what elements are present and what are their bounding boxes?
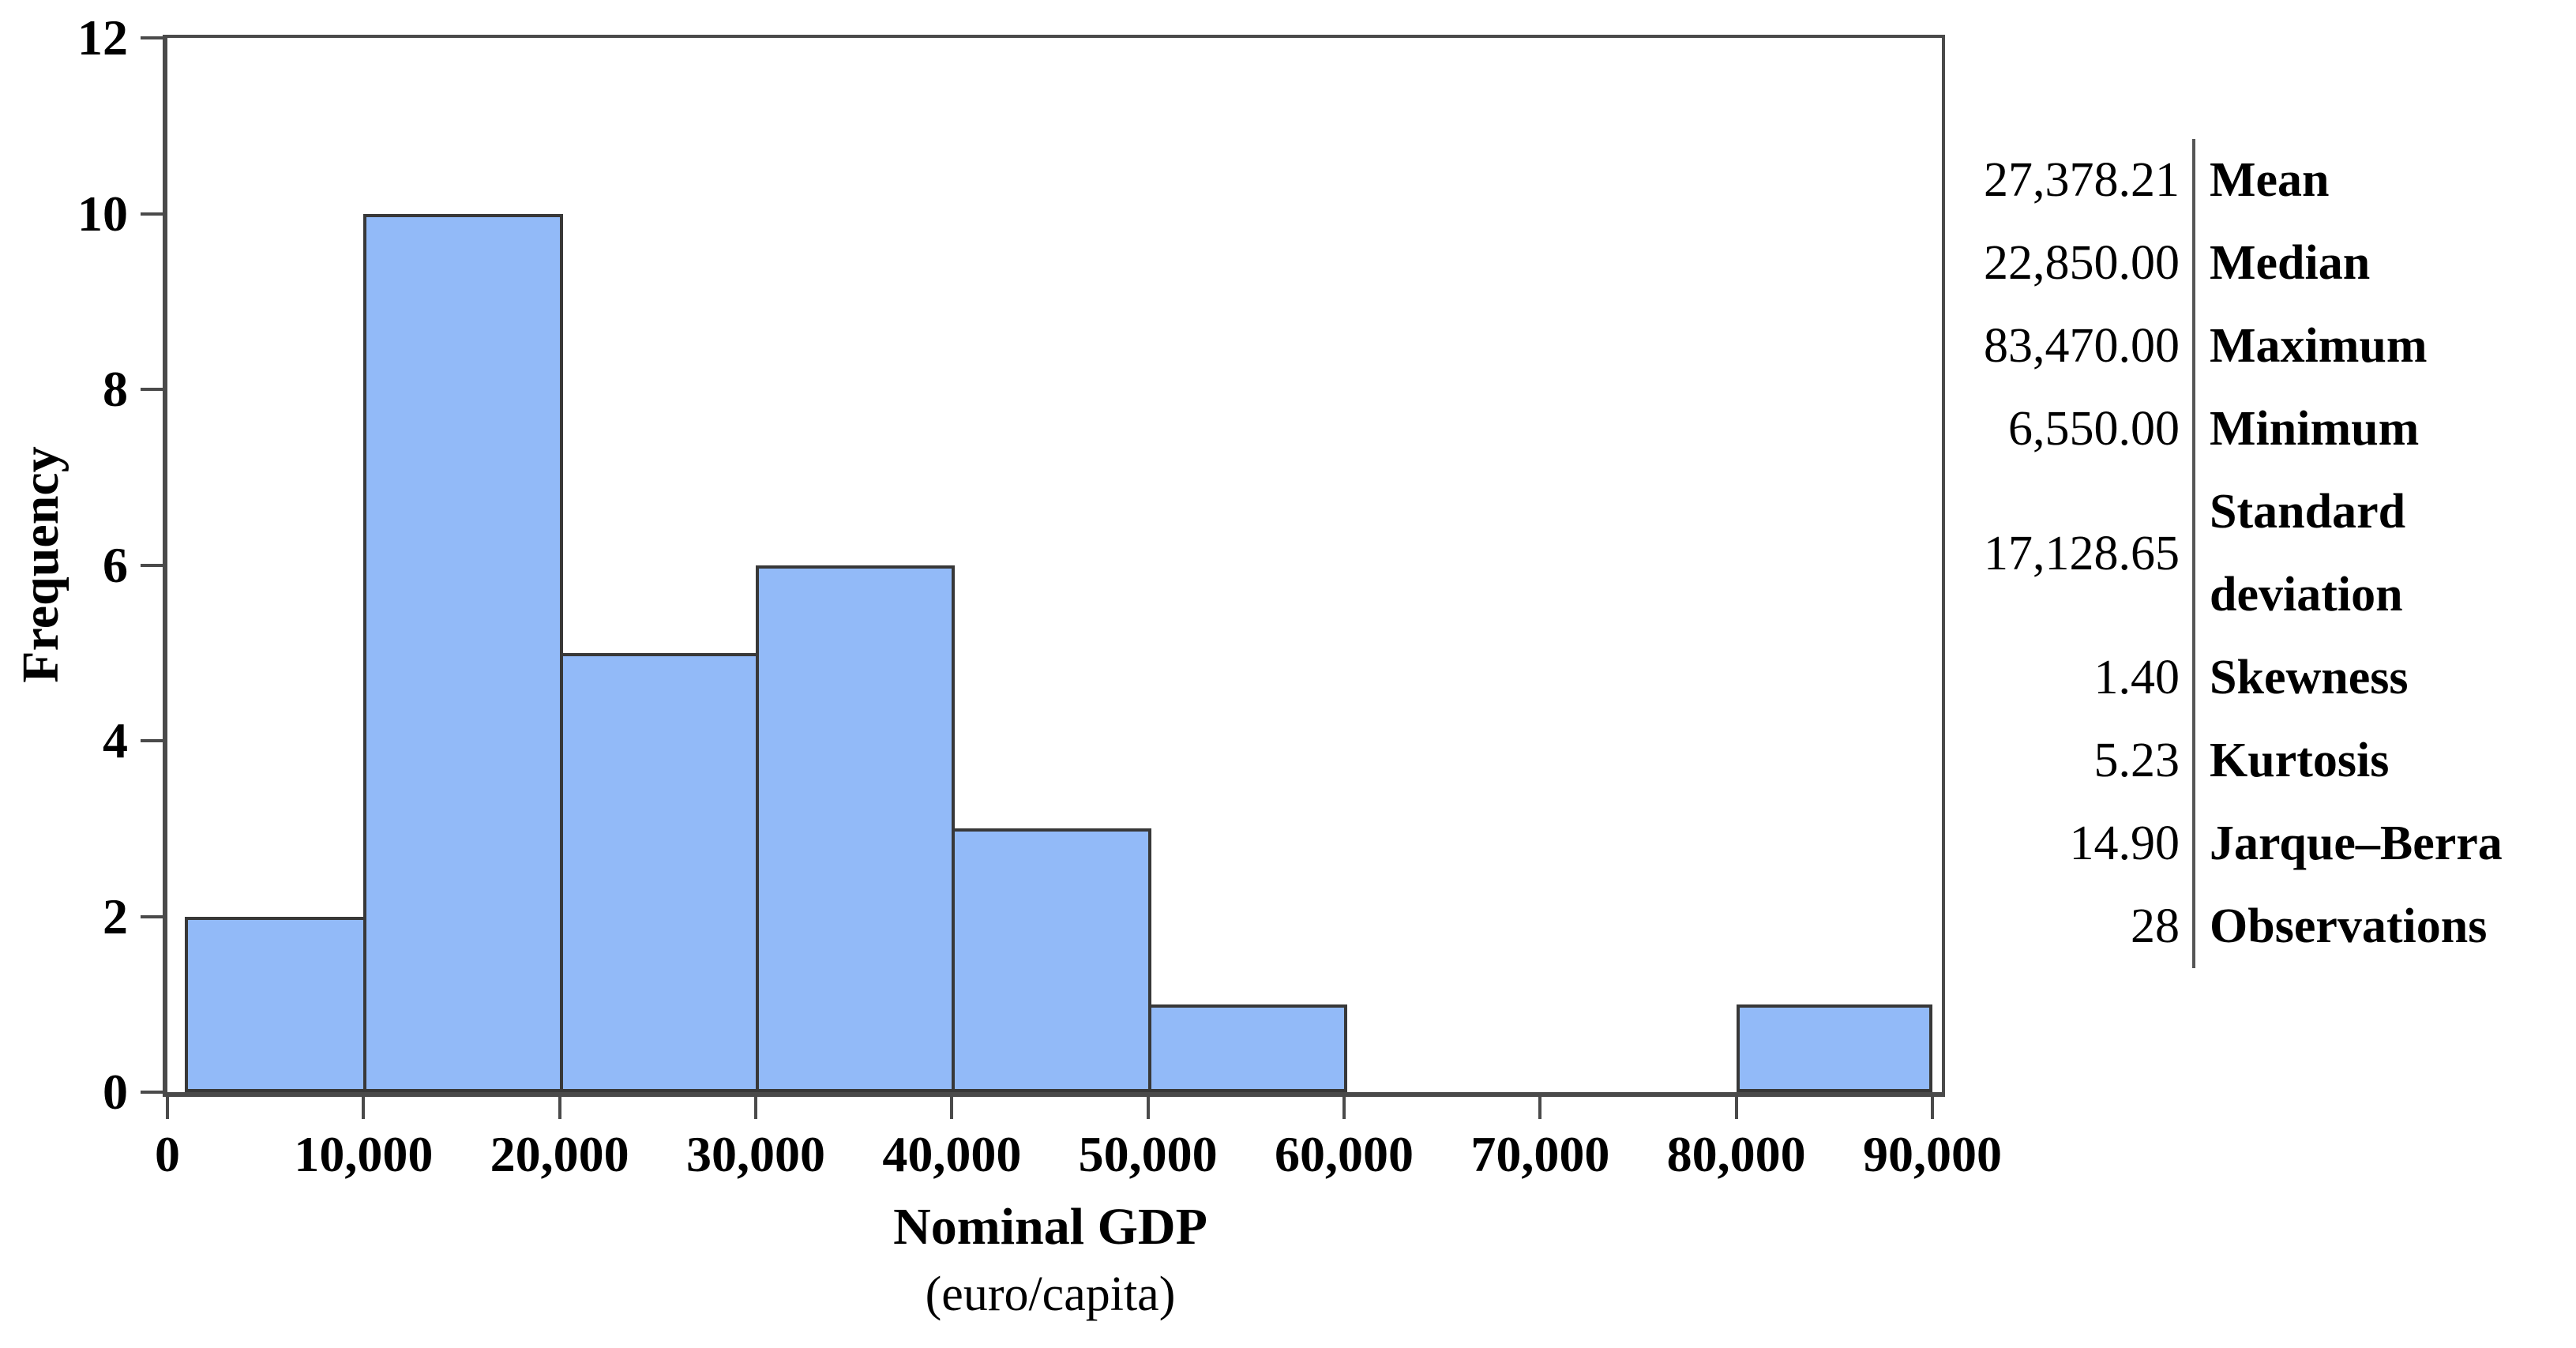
- stat-label: Skewness: [2210, 651, 2409, 704]
- stat-row: 28 Observations: [1919, 885, 2576, 968]
- stat-label: Mean: [2210, 153, 2330, 207]
- y-tick: [141, 388, 163, 391]
- stat-value: 27,378.21: [1919, 139, 2195, 222]
- stat-label: Observations: [2210, 899, 2488, 953]
- histogram-bar: [1736, 1004, 1932, 1092]
- y-tick: [141, 1091, 163, 1094]
- x-tick: [1342, 1097, 1346, 1119]
- x-tick-label: 30,000: [686, 1126, 825, 1182]
- stat-value: 83,470.00: [1919, 305, 2195, 388]
- x-tick-label: 0: [155, 1126, 180, 1182]
- x-tick-label: 60,000: [1275, 1126, 1414, 1182]
- y-tick: [141, 36, 163, 39]
- x-tick-label: 80,000: [1666, 1126, 1806, 1182]
- histogram-bar: [756, 565, 956, 1092]
- stat-value: 1.40: [1919, 636, 2195, 719]
- x-tick-label: 90,000: [1863, 1126, 2002, 1182]
- stat-row: 5.23 Kurtosis: [1919, 719, 2576, 802]
- histogram-bar: [559, 652, 759, 1092]
- stat-row: 6,550.00 Minimum: [1919, 388, 2576, 471]
- y-tick: [141, 212, 163, 216]
- summary-statistics-panel: 27,378.21 Mean 22,850.00 Median 83,470.00 Max…: [1919, 139, 2576, 968]
- histogram-bar: [363, 213, 563, 1092]
- y-tick-label: 0: [103, 1064, 128, 1120]
- stat-label: Median: [2210, 236, 2371, 290]
- y-axis-title: Frequency: [12, 446, 69, 683]
- y-tick-label: 2: [103, 888, 128, 944]
- stat-label: Standard deviation: [2210, 485, 2406, 621]
- x-tick: [754, 1097, 757, 1119]
- x-axis-title: Nominal GDP: [893, 1198, 1207, 1256]
- histogram-bar: [185, 916, 367, 1092]
- stat-value: 14.90: [1919, 802, 2195, 885]
- stat-label: Jarque–Berra: [2210, 817, 2503, 870]
- x-tick-label: 10,000: [294, 1126, 434, 1182]
- stat-row: 22,850.00 Median: [1919, 222, 2576, 305]
- stat-label: Maximum: [2210, 319, 2428, 373]
- x-tick-label: 50,000: [1078, 1126, 1218, 1182]
- stat-value: 17,128.65: [1919, 471, 2195, 636]
- y-tick: [141, 739, 163, 742]
- y-tick-label: 12: [77, 9, 128, 66]
- stat-value: 22,850.00: [1919, 222, 2195, 305]
- x-tick: [558, 1097, 561, 1119]
- stat-row: 14.90 Jarque–Berra: [1919, 802, 2576, 885]
- y-tick: [141, 563, 163, 567]
- stat-row: 83,470.00 Maximum: [1919, 305, 2576, 388]
- stat-row: 1.40 Skewness: [1919, 636, 2576, 719]
- plot-frame: [163, 35, 1945, 1097]
- y-tick-label: 10: [77, 185, 128, 242]
- x-tick: [950, 1097, 954, 1119]
- stat-row: 17,128.65 Standard deviation: [1919, 471, 2576, 636]
- stat-value: 6,550.00: [1919, 388, 2195, 471]
- x-tick: [1146, 1097, 1150, 1119]
- y-tick-label: 8: [103, 361, 128, 417]
- y-tick-label: 6: [103, 536, 128, 593]
- x-tick: [1931, 1097, 1934, 1119]
- stat-value: 5.23: [1919, 719, 2195, 802]
- x-tick: [1538, 1097, 1542, 1119]
- y-tick-label: 4: [103, 712, 128, 768]
- x-tick-label: 70,000: [1470, 1126, 1610, 1182]
- stat-value: 28: [1919, 885, 2195, 968]
- x-axis-unit-label: (euro/capita): [925, 1267, 1176, 1321]
- x-tick: [1734, 1097, 1738, 1119]
- x-tick-label: 40,000: [882, 1126, 1022, 1182]
- stat-label: Minimum: [2210, 402, 2420, 456]
- histogram-bar: [952, 828, 1151, 1092]
- stat-row: 27,378.21 Mean: [1919, 139, 2576, 222]
- y-tick: [141, 914, 163, 918]
- histogram-bar: [1147, 1004, 1347, 1092]
- x-tick: [166, 1097, 169, 1119]
- x-tick-label: 20,000: [490, 1126, 629, 1182]
- plot-area: [163, 35, 1945, 1097]
- stat-label: Kurtosis: [2210, 734, 2390, 787]
- x-tick: [362, 1097, 366, 1119]
